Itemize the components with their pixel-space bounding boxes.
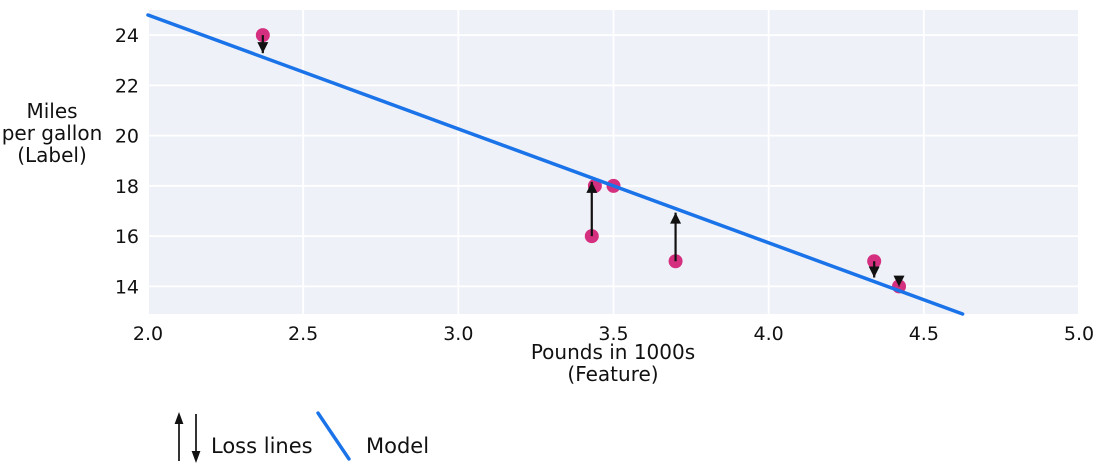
x-tick-label: 2.0 xyxy=(133,323,163,345)
loss-lines-legend-icon xyxy=(174,412,201,463)
y-tick-label: 20 xyxy=(115,126,139,148)
x-tick-label: 3.5 xyxy=(598,323,628,345)
x-tick-label: 4.5 xyxy=(909,323,939,345)
x-tick-label: 2.5 xyxy=(288,323,318,345)
x-tick-label: 5.0 xyxy=(1064,323,1094,345)
chart-canvas: 2.0 2.5 3.0 3.5 4.0 4.5 5.0 14 16 18 20 22 24 xyxy=(115,10,1094,345)
y-tick-label: 16 xyxy=(115,226,139,248)
legend-model-line xyxy=(316,411,351,461)
x-axis-label: Pounds in 1000s (Feature) xyxy=(530,340,696,386)
y-tick-label: 24 xyxy=(115,25,139,47)
y-tick-label: 22 xyxy=(115,75,139,97)
x-tick-label: 3.0 xyxy=(443,323,473,345)
legend-loss-lines-label: Loss lines xyxy=(211,434,313,458)
legend-model-label: Model xyxy=(366,434,430,458)
y-axis-label: Miles per gallon (Label) xyxy=(1,99,103,167)
model-line xyxy=(146,13,965,316)
x-tick-label: 4.0 xyxy=(754,323,784,345)
model-legend-icon xyxy=(316,411,351,461)
legend-up-arrow-head xyxy=(174,412,184,424)
y-tick-label: 18 xyxy=(115,176,139,198)
y-tick-label: 14 xyxy=(115,276,139,298)
legend-down-arrow-head xyxy=(191,451,201,463)
